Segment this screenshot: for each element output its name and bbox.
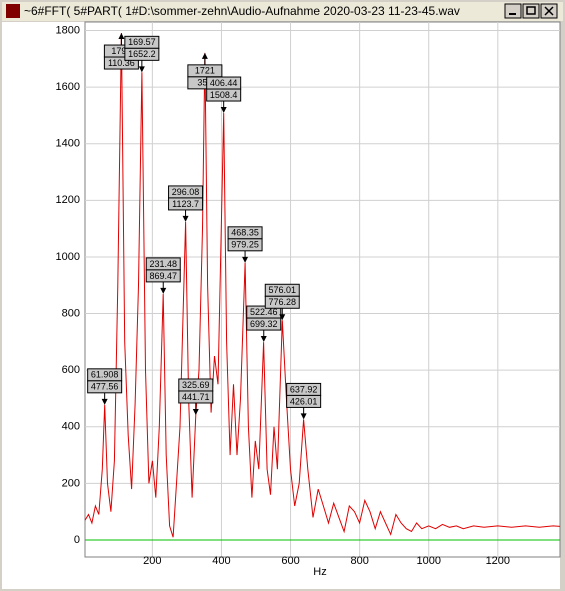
annotation-arrowhead (279, 314, 286, 321)
annotation-label: 522.46 (250, 307, 278, 317)
annotation-label: 1123.7 (172, 199, 199, 209)
annotation-label: 1652.2 (128, 49, 156, 59)
y-tick-label: 0 (74, 534, 80, 546)
y-tick-label: 1600 (56, 81, 80, 93)
annotation-label: 352 (197, 78, 212, 88)
x-axis-label: Hz (313, 566, 326, 578)
window-buttons (504, 3, 558, 19)
annotation-box (178, 390, 214, 404)
annotation-label: 325.69 (182, 380, 210, 390)
spectrum-line (84, 32, 561, 538)
minimize-button[interactable] (504, 3, 522, 19)
annotation-label: 477.56 (91, 382, 119, 392)
annotation-label: 637.92 (290, 384, 318, 394)
annotation-arrowhead (242, 256, 249, 263)
annotation-label: 869.47 (149, 271, 177, 281)
plot: 61.908 477.56 1791 110.36 169.57 1652.2 231.48… (84, 32, 561, 541)
annotation-box (286, 394, 322, 408)
annotation-box (206, 88, 242, 102)
annotation-label: 979.25 (231, 240, 259, 250)
annotation-box (264, 295, 300, 309)
annotation-label: 61.908 (91, 370, 119, 380)
peak-annotation: 576.01 776.28 (264, 283, 300, 321)
peak-annotation: 406.44 1508.4 (206, 76, 242, 114)
app-icon (6, 4, 20, 18)
annotation-box (168, 197, 204, 211)
y-tick-label: 1000 (56, 251, 80, 263)
annotation-arrowhead (260, 336, 267, 343)
y-tick-label: 600 (62, 364, 80, 376)
x-tick-label: 200 (143, 555, 161, 567)
annotation-arrowhead (201, 52, 208, 59)
x-tick-label: 400 (212, 555, 230, 567)
peak-annotation: 169.57 1652.2 (124, 35, 160, 73)
peak-annotation: 325.69 441.71 (178, 378, 214, 415)
peak-annotation: 231.48 869.47 (145, 257, 181, 294)
annotation-label: 1791 (111, 46, 131, 56)
maximize-glyph (526, 6, 536, 15)
annotation-label: 296.08 (172, 187, 200, 197)
annotation-label: 406.44 (210, 78, 238, 88)
annotation-label: 576.01 (268, 285, 296, 295)
annotation-label: 231.48 (149, 259, 177, 269)
y-tick-label: 1800 (56, 24, 80, 36)
annotation-arrowhead (160, 287, 167, 294)
y-tick-label: 400 (62, 421, 80, 433)
window-title: ~6#FFT( 5#PART( 1#D:\sommer-zehn\Audio-A… (24, 4, 460, 18)
annotation-arrowhead (300, 413, 307, 420)
annotation-box (124, 47, 160, 61)
peak-annotation: 296.08 1123.7 (168, 185, 204, 222)
x-tick-label: 1000 (416, 555, 440, 567)
peak-annotation: 637.92 426.01 (286, 382, 322, 420)
annotation-arrowhead (101, 398, 108, 405)
maximize-button[interactable] (522, 3, 540, 19)
annotation-label: 110.36 (108, 58, 135, 68)
peak-annotation: 522.46 699.32 (246, 305, 282, 343)
title-bar (2, 2, 563, 21)
annotation-arrowhead (118, 33, 125, 40)
x-tick-label: 800 (350, 555, 368, 567)
y-tick-label: 800 (62, 307, 80, 319)
annotation-label: 776.28 (268, 297, 296, 307)
annotation-box (87, 380, 123, 394)
annotation-arrowhead (220, 107, 227, 114)
annotation-arrowhead (182, 215, 189, 222)
y-tick-label: 1200 (56, 194, 80, 206)
x-tick-label: 600 (281, 555, 299, 567)
x-tick-label: 1200 (486, 555, 510, 567)
annotation-label: 699.32 (250, 319, 278, 329)
annotation-arrowhead (192, 408, 199, 415)
annotation-label: 169.57 (128, 37, 156, 47)
peak-annotation: 61.908 477.56 (87, 368, 123, 405)
annotation-box (246, 317, 282, 331)
y-tick-label: 200 (62, 477, 80, 489)
annotation-box (227, 238, 263, 252)
annotation-label: 1508.4 (210, 90, 238, 100)
annotation-label: 1721 (195, 66, 215, 76)
annotation-box (145, 269, 181, 283)
plot-area (84, 21, 561, 558)
annotation-arrowhead (138, 66, 145, 73)
annotation-label: 468.35 (231, 228, 259, 238)
peak-annotation: 468.35 979.25 (227, 226, 263, 263)
close-glyph (544, 6, 554, 16)
annotation-label: 426.01 (290, 396, 318, 406)
y-tick-label: 1400 (56, 138, 80, 150)
annotation-label: 441.71 (182, 392, 210, 402)
